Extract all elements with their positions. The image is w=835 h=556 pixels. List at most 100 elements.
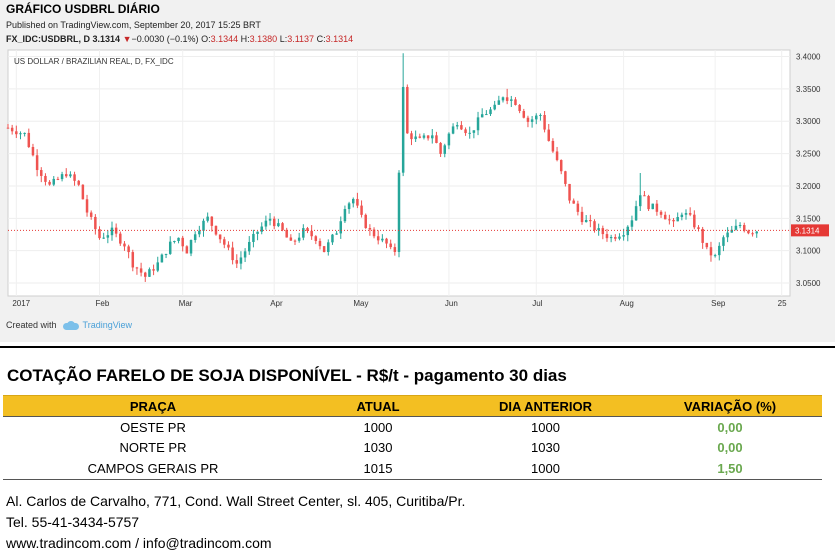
candle-body xyxy=(135,267,139,269)
contact-block: Al. Carlos de Carvalho, 771, Cond. Wall … xyxy=(6,491,465,554)
candle-body xyxy=(414,136,417,140)
candle-body xyxy=(639,195,642,207)
cell-variacao: 0,00 xyxy=(717,440,743,456)
cell-praca: OESTE PR xyxy=(120,419,186,435)
candle-body xyxy=(647,196,650,210)
candle-body xyxy=(713,255,717,257)
candle-body xyxy=(139,268,143,273)
address-line: Al. Carlos de Carvalho, 771, Cond. Wall … xyxy=(6,493,466,509)
cell-atual: 1000 xyxy=(363,419,393,435)
symbol-line: FX_IDC:USDBRL, D xyxy=(6,34,91,44)
candle-body xyxy=(751,233,754,235)
open-value: 3.1344 xyxy=(210,34,239,44)
candle-body xyxy=(680,214,684,218)
cell-anterior: 1000 xyxy=(453,458,638,480)
candle-body xyxy=(131,252,135,268)
candle-body xyxy=(60,174,64,180)
candle-body xyxy=(202,220,205,231)
candle-body xyxy=(476,117,480,131)
candle-body xyxy=(455,125,459,127)
table-title: COTAÇÃO FARELO DE SOJA DISPONÍVEL - R$/t… xyxy=(7,366,567,385)
down-arrow-icon: ▼ xyxy=(122,34,132,44)
candle-body xyxy=(94,216,97,230)
header-praca: PRAÇA xyxy=(3,395,303,417)
last-price: 3.1314 xyxy=(92,34,121,44)
candle-body xyxy=(618,236,621,239)
candle-body xyxy=(730,229,734,233)
candle-body xyxy=(497,100,501,105)
candle-body xyxy=(435,135,438,143)
candle-body xyxy=(218,234,222,240)
candle-body xyxy=(327,242,330,253)
candle-body xyxy=(364,214,367,229)
candle-body xyxy=(277,223,280,227)
candle-body xyxy=(543,115,546,130)
candlestick-chart[interactable]: 3.0500 3.1000 3.1500 3.2000 3.2500 3.3000 3.35… xyxy=(0,48,835,320)
candle-body xyxy=(356,198,359,206)
candle-body xyxy=(210,216,214,226)
candle-body xyxy=(297,237,301,241)
candle-body xyxy=(663,214,667,220)
candle-body xyxy=(389,243,392,248)
high-label: H: xyxy=(240,34,250,44)
candle-body xyxy=(15,131,18,135)
candle-body xyxy=(123,243,126,247)
tradingview-logo[interactable]: TradingView xyxy=(62,320,132,330)
candle-body xyxy=(547,129,550,141)
candle-body xyxy=(44,175,47,182)
candle-body xyxy=(535,115,538,120)
candle-body xyxy=(422,135,426,138)
web-line[interactable]: www.tradincom.com / info@tradincom.com xyxy=(6,535,272,551)
candle-body xyxy=(709,247,713,256)
candle-body xyxy=(530,119,534,122)
candle-body xyxy=(302,228,305,238)
candle-body xyxy=(52,178,56,185)
phone-line: Tel. 55-41-3434-5757 xyxy=(6,514,140,530)
candle-body xyxy=(193,234,197,241)
y-tick-label: 3.1500 xyxy=(796,214,821,223)
candle-body xyxy=(464,129,467,134)
candle-body xyxy=(605,234,609,239)
candle-body xyxy=(318,240,322,247)
candle-body xyxy=(27,132,31,148)
candle-body xyxy=(227,244,230,248)
candle-body xyxy=(106,235,110,238)
candle-body xyxy=(77,180,80,185)
y-tick-label: 3.0500 xyxy=(796,279,821,288)
candle-body xyxy=(460,125,463,130)
candle-body xyxy=(98,229,101,239)
candle-body xyxy=(256,231,259,234)
high-value: 3.1380 xyxy=(249,34,278,44)
x-tick-label: Jul xyxy=(532,299,542,308)
candle-body xyxy=(69,174,72,177)
candle-body xyxy=(89,212,93,217)
last-price-label: 3.1314 xyxy=(795,226,820,235)
candle-body xyxy=(281,223,284,230)
candle-body xyxy=(148,269,151,277)
candle-body xyxy=(360,205,363,215)
candle-body xyxy=(655,203,659,212)
candle-body xyxy=(314,236,318,241)
candle-body xyxy=(526,117,530,122)
y-tick-label: 3.3500 xyxy=(796,85,821,94)
created-with-credit: Created with TradingView xyxy=(6,320,132,330)
x-tick-label: Jun xyxy=(445,299,458,308)
candle-body xyxy=(181,237,184,247)
x-tick-label: May xyxy=(353,299,368,308)
last-price-tag xyxy=(791,224,829,237)
candle-body xyxy=(622,235,625,237)
x-tick-label: Aug xyxy=(620,299,634,308)
table-header-row: PRAÇA ATUAL DIA ANTERIOR VARIAÇÃO (%) xyxy=(3,395,822,417)
cell-variacao: 1,50 xyxy=(638,458,822,480)
candle-body xyxy=(584,219,588,223)
candle-body xyxy=(173,241,176,243)
candle-body xyxy=(701,228,704,243)
y-tick-label: 3.2500 xyxy=(796,150,821,159)
close-value: 3.1314 xyxy=(325,34,354,44)
candle-body xyxy=(668,219,671,221)
candle-body xyxy=(634,206,638,221)
cell-anterior: 1030 xyxy=(531,440,560,456)
candle-body xyxy=(684,213,688,215)
price-change: −0.0030 (−0.1%) xyxy=(131,34,199,44)
candle-body xyxy=(688,213,692,215)
